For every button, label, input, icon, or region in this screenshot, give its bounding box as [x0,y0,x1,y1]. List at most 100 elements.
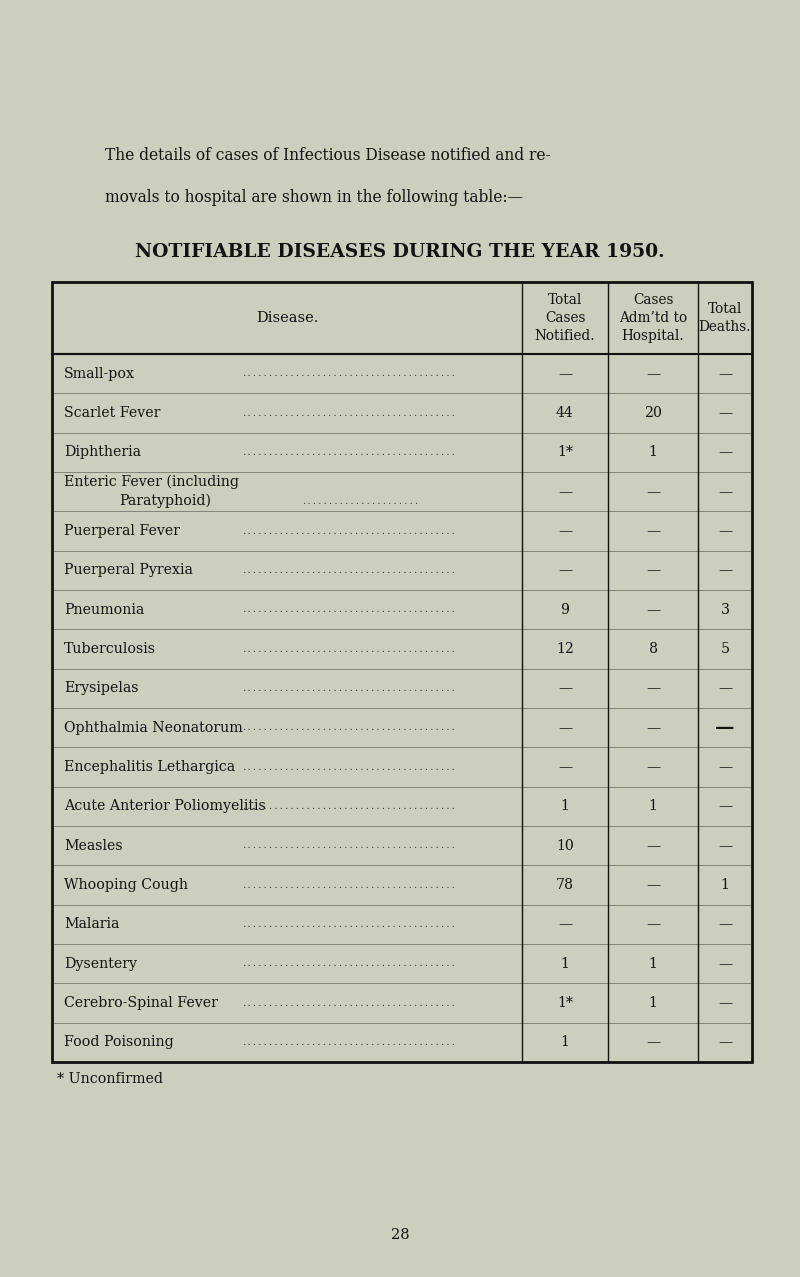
Text: 3: 3 [721,603,730,617]
Text: —: — [718,446,732,460]
Text: NOTIFIABLE DISEASES DURING THE YEAR 1950.: NOTIFIABLE DISEASES DURING THE YEAR 1950… [135,243,665,261]
Text: 28: 28 [390,1228,410,1243]
Text: —: — [718,760,732,774]
Text: —: — [646,879,660,893]
Text: Cerebro-Spinal Fever: Cerebro-Spinal Fever [64,996,218,1010]
Text: Total
Cases
Notified.: Total Cases Notified. [534,294,595,342]
Text: 78: 78 [556,879,574,893]
Text: ........................................: ........................................ [242,802,457,811]
Text: —: — [646,682,660,696]
Text: —: — [718,956,732,971]
Text: Paratyphoid): Paratyphoid) [119,494,211,508]
Text: Diphtheria: Diphtheria [64,446,141,460]
Text: —: — [646,563,660,577]
Text: Scarlet Fever: Scarlet Fever [64,406,160,420]
Text: —: — [646,720,660,734]
Text: —: — [718,839,732,853]
Text: —: — [718,1036,732,1050]
Text: Erysipelas: Erysipelas [64,682,138,696]
Text: ........................................: ........................................ [242,526,457,535]
Text: 5: 5 [721,642,730,656]
Text: 9: 9 [561,603,570,617]
Text: —: — [718,406,732,420]
Text: 1*: 1* [557,996,573,1010]
Text: Measles: Measles [64,839,122,853]
Text: 12: 12 [556,642,574,656]
Text: —: — [558,485,572,498]
Text: ........................................: ........................................ [242,605,457,614]
Text: Malaria: Malaria [64,917,119,931]
Text: ......................: ...................... [302,497,421,506]
Text: —: — [646,524,660,538]
Text: 1: 1 [721,879,730,893]
Text: —: — [718,366,732,381]
Text: —: — [646,839,660,853]
Text: Cases
Adm’td to
Hospital.: Cases Adm’td to Hospital. [619,294,687,342]
Text: —: — [646,760,660,774]
Text: 1: 1 [649,996,658,1010]
Text: ........................................: ........................................ [242,566,457,575]
Text: 44: 44 [556,406,574,420]
Text: 1: 1 [561,799,570,813]
Text: —: — [558,524,572,538]
Text: ........................................: ........................................ [242,448,457,457]
Text: Pneumonia: Pneumonia [64,603,144,617]
Text: Food Poisoning: Food Poisoning [64,1036,174,1050]
Text: —: — [718,563,732,577]
Text: Puerperal Pyrexia: Puerperal Pyrexia [64,563,193,577]
Text: Ophthalmia Neonatorum: Ophthalmia Neonatorum [64,720,242,734]
Text: * Unconfirmed: * Unconfirmed [57,1071,163,1085]
Text: —: — [718,917,732,931]
Text: ........................................: ........................................ [242,645,457,654]
Text: —: — [646,366,660,381]
Text: 1: 1 [561,1036,570,1050]
Text: —: — [558,682,572,696]
Text: Acute Anterior Poliomyelitis: Acute Anterior Poliomyelitis [64,799,266,813]
Text: The details of cases of Infectious Disease notified and re-: The details of cases of Infectious Disea… [105,147,550,163]
Text: Enteric Fever (including: Enteric Fever (including [64,475,239,489]
Text: 10: 10 [556,839,574,853]
Text: ........................................: ........................................ [242,919,457,928]
Text: Tuberculosis: Tuberculosis [64,642,156,656]
Text: —: — [718,996,732,1010]
Text: ........................................: ........................................ [242,881,457,890]
Text: ........................................: ........................................ [242,409,457,418]
Text: —: — [646,917,660,931]
Text: Small-pox: Small-pox [64,366,135,381]
Text: 1*: 1* [557,446,573,460]
Text: Whooping Cough: Whooping Cough [64,879,188,893]
Text: 20: 20 [644,406,662,420]
Bar [52,282,752,1062]
Text: —: — [558,760,572,774]
Text: ........................................: ........................................ [242,959,457,968]
Text: —: — [718,485,732,498]
Text: ........................................: ........................................ [242,683,457,693]
Text: 1: 1 [561,956,570,971]
Text: Puerperal Fever: Puerperal Fever [64,524,180,538]
Text: —: — [718,799,732,813]
Text: —: — [558,720,572,734]
Text: 8: 8 [649,642,658,656]
Text: Dysentery: Dysentery [64,956,137,971]
Text: ........................................: ........................................ [242,842,457,850]
Text: —: — [558,366,572,381]
Text: ........................................: ........................................ [242,1038,457,1047]
Text: —: — [646,603,660,617]
Text: ........................................: ........................................ [242,999,457,1008]
Text: 1: 1 [649,956,658,971]
Text: —: — [646,485,660,498]
Text: —: — [558,563,572,577]
Text: —: — [715,719,734,737]
Text: —: — [646,1036,660,1050]
Text: 1: 1 [649,799,658,813]
Text: 1: 1 [649,446,658,460]
Text: Total
Deaths.: Total Deaths. [698,303,751,333]
Text: Disease.: Disease. [256,312,318,326]
Text: —: — [558,917,572,931]
Text: ........................................: ........................................ [242,762,457,771]
Text: ........................................: ........................................ [242,369,457,378]
Text: —: — [718,524,732,538]
Text: movals to hospital are shown in the following table:—: movals to hospital are shown in the foll… [105,189,523,207]
Text: —: — [718,682,732,696]
Text: Encephalitis Lethargica: Encephalitis Lethargica [64,760,235,774]
